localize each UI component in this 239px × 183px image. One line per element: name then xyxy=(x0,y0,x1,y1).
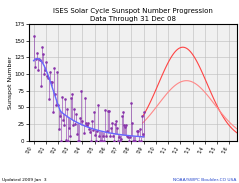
Text: NOAA/SWPC Boulder,CO USA: NOAA/SWPC Boulder,CO USA xyxy=(173,178,237,182)
Y-axis label: Sunspot Number: Sunspot Number xyxy=(8,56,13,109)
Text: Updated 2009 Jan  3: Updated 2009 Jan 3 xyxy=(2,178,47,182)
Title: ISES Solar Cycle Sunspot Number Progression
Data Through 31 Dec 08: ISES Solar Cycle Sunspot Number Progress… xyxy=(53,8,212,22)
